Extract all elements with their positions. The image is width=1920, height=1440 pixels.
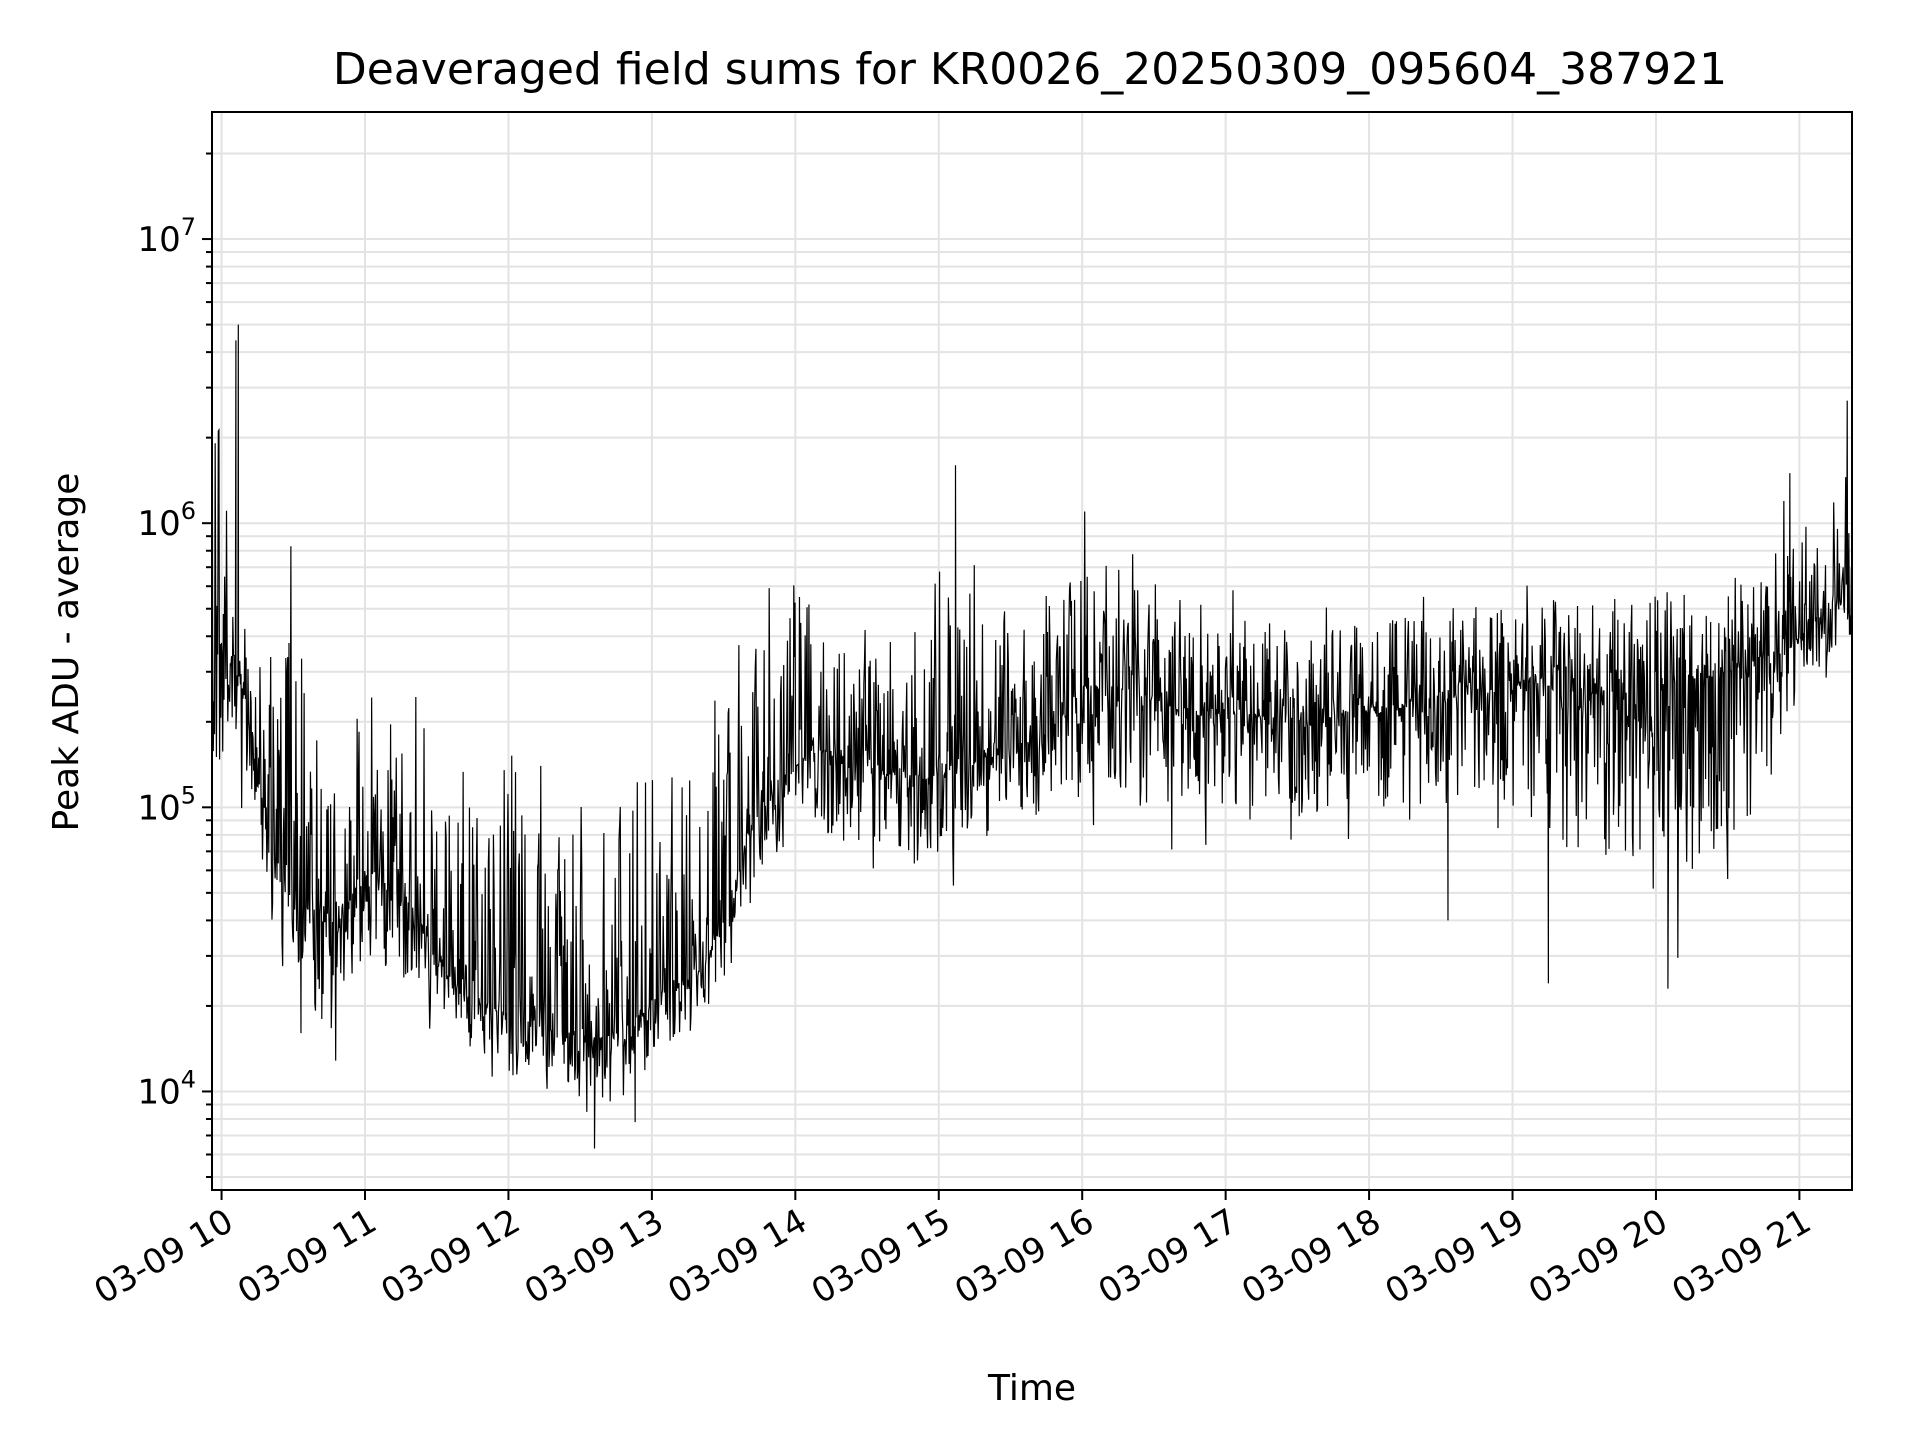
x-tick-label: 03-09 15 <box>805 1201 957 1312</box>
x-tick-label: 03-09 17 <box>1092 1201 1244 1312</box>
x-tick-label: 03-09 10 <box>88 1201 240 1312</box>
plot-frame <box>211 111 1853 1191</box>
x-tick-label: 03-09 14 <box>661 1201 813 1312</box>
x-tick-label: 03-09 12 <box>375 1201 527 1312</box>
data-series-line <box>211 166 1853 1149</box>
y-tick-label: 105 <box>137 781 196 828</box>
x-axis-label: Time <box>987 1368 1076 1409</box>
x-tick-label: 03-09 13 <box>518 1201 670 1312</box>
x-tick-label: 03-09 20 <box>1522 1201 1674 1312</box>
x-tick-label: 03-09 18 <box>1235 1201 1387 1312</box>
y-tick-label: 104 <box>137 1065 196 1112</box>
grid <box>212 112 1852 1190</box>
x-tick-label: 03-09 19 <box>1379 1201 1531 1312</box>
y-axis-label: Peak ADU - average <box>46 473 87 832</box>
x-tick-label: 03-09 21 <box>1666 1201 1818 1312</box>
y-tick-label: 107 <box>137 213 196 260</box>
series-line <box>211 166 1853 1149</box>
y-axis: 104 105 106 107 <box>137 152 212 1178</box>
chart-title: Deaveraged field sums for KR0026_2025030… <box>333 44 1727 95</box>
x-tick-label: 03-09 16 <box>948 1201 1100 1312</box>
x-tick-label: 03-09 11 <box>231 1201 383 1312</box>
y-tick-label: 106 <box>137 497 196 544</box>
